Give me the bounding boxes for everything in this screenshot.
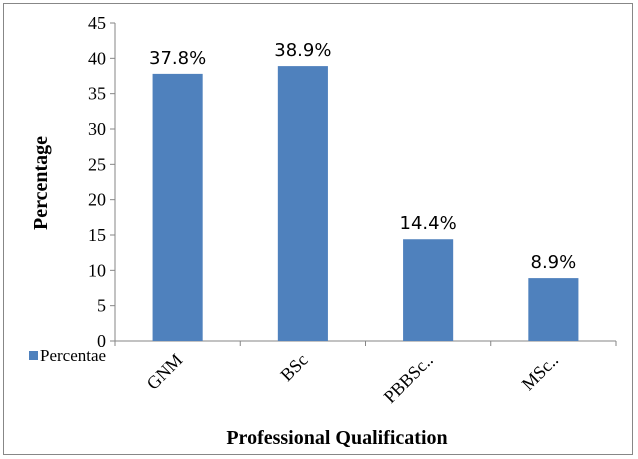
y-tick-label: 10 <box>88 260 106 280</box>
bar-pbbsc <box>403 239 454 341</box>
data-label: 14.4% <box>400 213 457 234</box>
legend-label: Percentae <box>40 346 106 365</box>
legend: Percentae <box>29 346 106 365</box>
x-axis: GNM BSc PBBSc.. MSc.. <box>114 340 617 407</box>
y-tick-label: 35 <box>88 84 106 104</box>
bars <box>152 66 579 342</box>
data-label: 8.9% <box>531 252 577 273</box>
x-tick-label: MSc.. <box>518 350 563 395</box>
bar-msc <box>528 278 579 341</box>
y-tick-label: 25 <box>88 154 106 174</box>
x-tick-label: PBBSc.. <box>380 350 437 407</box>
x-tick-label: GNM <box>143 350 187 394</box>
y-tick-label: 0 <box>97 331 106 351</box>
y-axis: 0 5 10 15 20 25 30 35 40 45 <box>88 13 116 351</box>
y-tick-label: 40 <box>88 48 106 68</box>
data-labels: 37.8% 38.9% 14.4% 8.9% <box>149 40 576 273</box>
y-tick-label: 30 <box>88 119 106 139</box>
y-tick-label: 20 <box>88 190 106 210</box>
y-tick-label: 5 <box>97 296 106 316</box>
data-label: 38.9% <box>274 40 331 61</box>
bar-bsc <box>277 66 328 342</box>
data-label: 37.8% <box>149 48 206 69</box>
x-axis-title: Professional Qualification <box>226 427 447 449</box>
y-tick-label: 45 <box>88 13 106 33</box>
bar-gnm <box>152 73 203 341</box>
y-axis-title: Percentage <box>30 136 52 230</box>
legend-swatch <box>29 351 38 360</box>
y-tick-label: 15 <box>88 225 106 245</box>
x-tick-label: BSc <box>276 350 311 385</box>
